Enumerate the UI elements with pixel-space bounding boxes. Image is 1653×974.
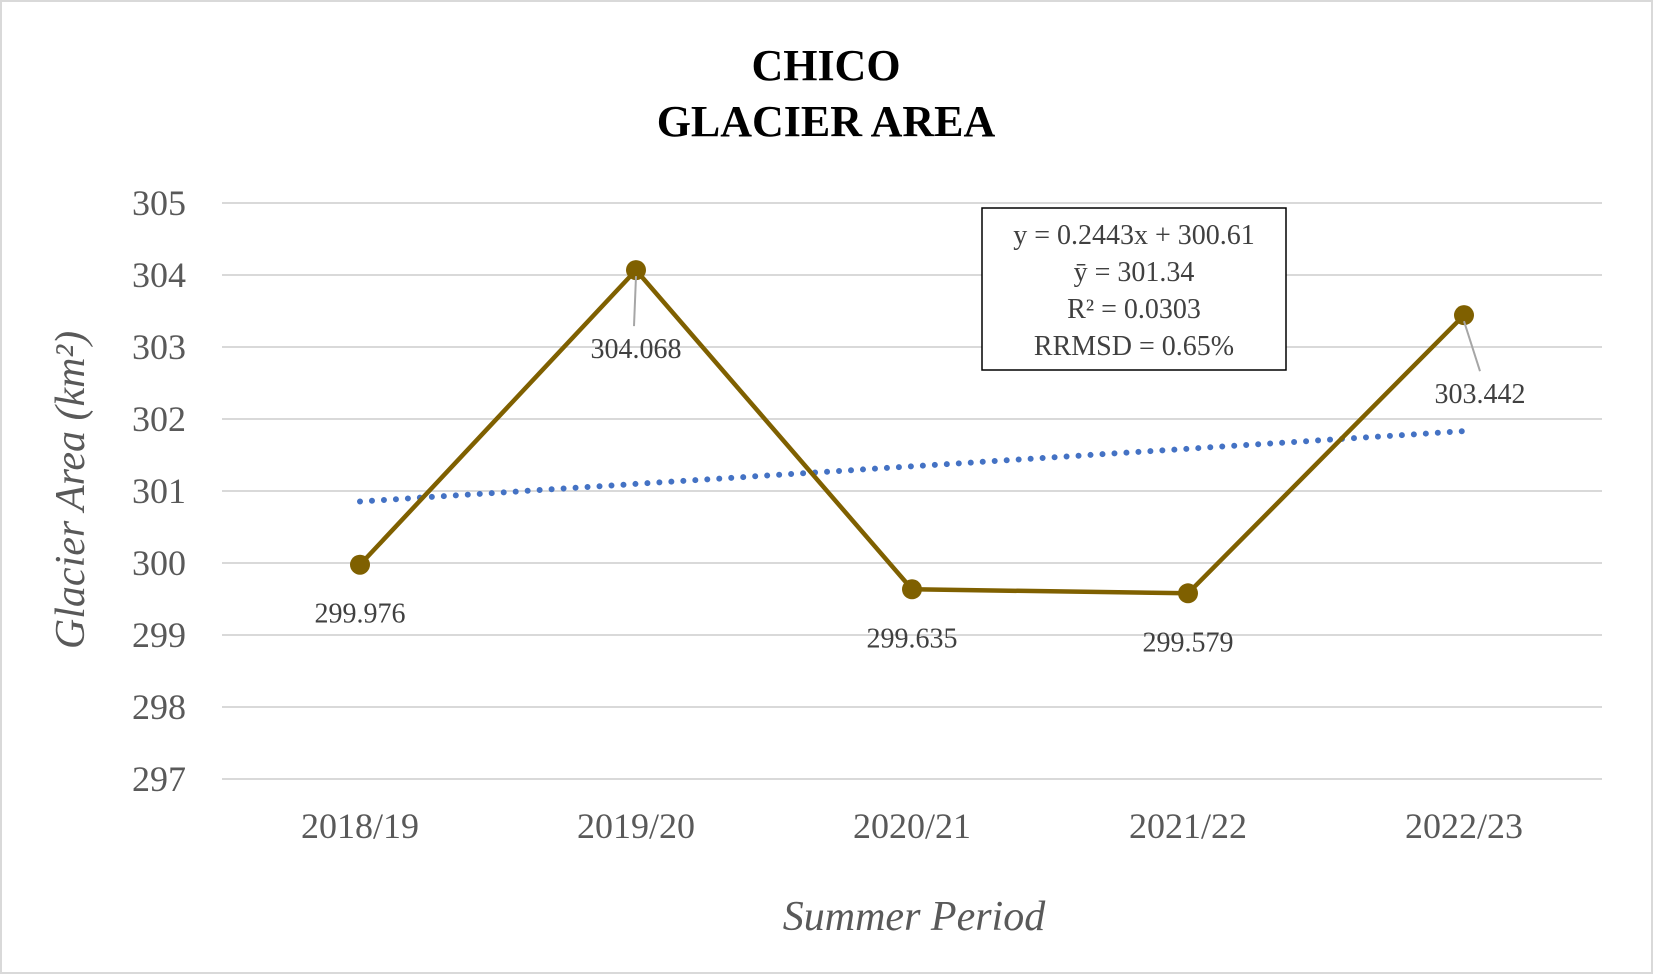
- y-tick-label: 299: [132, 615, 186, 655]
- data-label: 299.635: [867, 623, 958, 654]
- x-tick-label: 2022/23: [1405, 806, 1523, 846]
- leader-line: [1463, 320, 1481, 372]
- data-point: [626, 260, 646, 281]
- stats-box-frame: [981, 207, 1287, 371]
- y-axis-title: Glacier Area (km²): [48, 331, 94, 649]
- stats-rrmsd: RRMSD = 0.65%: [1034, 331, 1234, 362]
- data-labels: 299.976 304.068 299.635 299.579 303.442: [315, 276, 1526, 658]
- y-tick-label: 303: [132, 327, 186, 367]
- y-tick-label: 301: [132, 471, 186, 511]
- regression-stats-box: y = 0.2443x + 300.61 ȳ = 301.34 R² = 0.0…: [981, 207, 1287, 371]
- stats-equation: y = 0.2443x + 300.61: [1013, 220, 1255, 251]
- data-label: 303.442: [1435, 379, 1526, 410]
- data-label: 299.976: [315, 599, 406, 630]
- trendline: [357, 428, 1467, 505]
- data-point: [1454, 305, 1474, 326]
- x-tick-label: 2021/22: [1129, 806, 1247, 846]
- y-tick-label: 305: [132, 183, 186, 223]
- y-tick-label: 298: [132, 687, 186, 727]
- y-tick-label: 302: [132, 399, 186, 439]
- x-tick-label: 2019/20: [577, 806, 695, 846]
- x-tick-labels: 2018/19 2019/20 2020/21 2021/22 2022/23: [301, 806, 1523, 846]
- chart-title-line2: GLACIER AREA: [657, 97, 996, 146]
- series-line-group: [350, 260, 1474, 604]
- y-tick-label: 304: [132, 255, 186, 295]
- leader-line: [633, 276, 637, 327]
- x-tick-label: 2018/19: [301, 806, 419, 846]
- gridlines: [222, 202, 1602, 780]
- x-tick-label: 2020/21: [853, 806, 971, 846]
- y-tick-label: 300: [132, 543, 186, 583]
- y-tick-label: 297: [132, 759, 186, 799]
- chart-title-line1: CHICO: [751, 41, 900, 90]
- stats-mean: ȳ = 301.34: [1074, 257, 1195, 288]
- data-label: 299.579: [1143, 627, 1234, 658]
- x-axis-title: Summer Period: [783, 894, 1046, 940]
- data-point: [1178, 583, 1198, 604]
- trendline-group: [357, 428, 1467, 505]
- stats-r-squared: R² = 0.0303: [1067, 294, 1201, 325]
- data-point: [350, 554, 370, 575]
- data-point: [902, 579, 922, 600]
- y-tick-labels: 297 298 299 300 301 302 303 304 305: [132, 183, 186, 799]
- data-label: 304.068: [591, 334, 682, 365]
